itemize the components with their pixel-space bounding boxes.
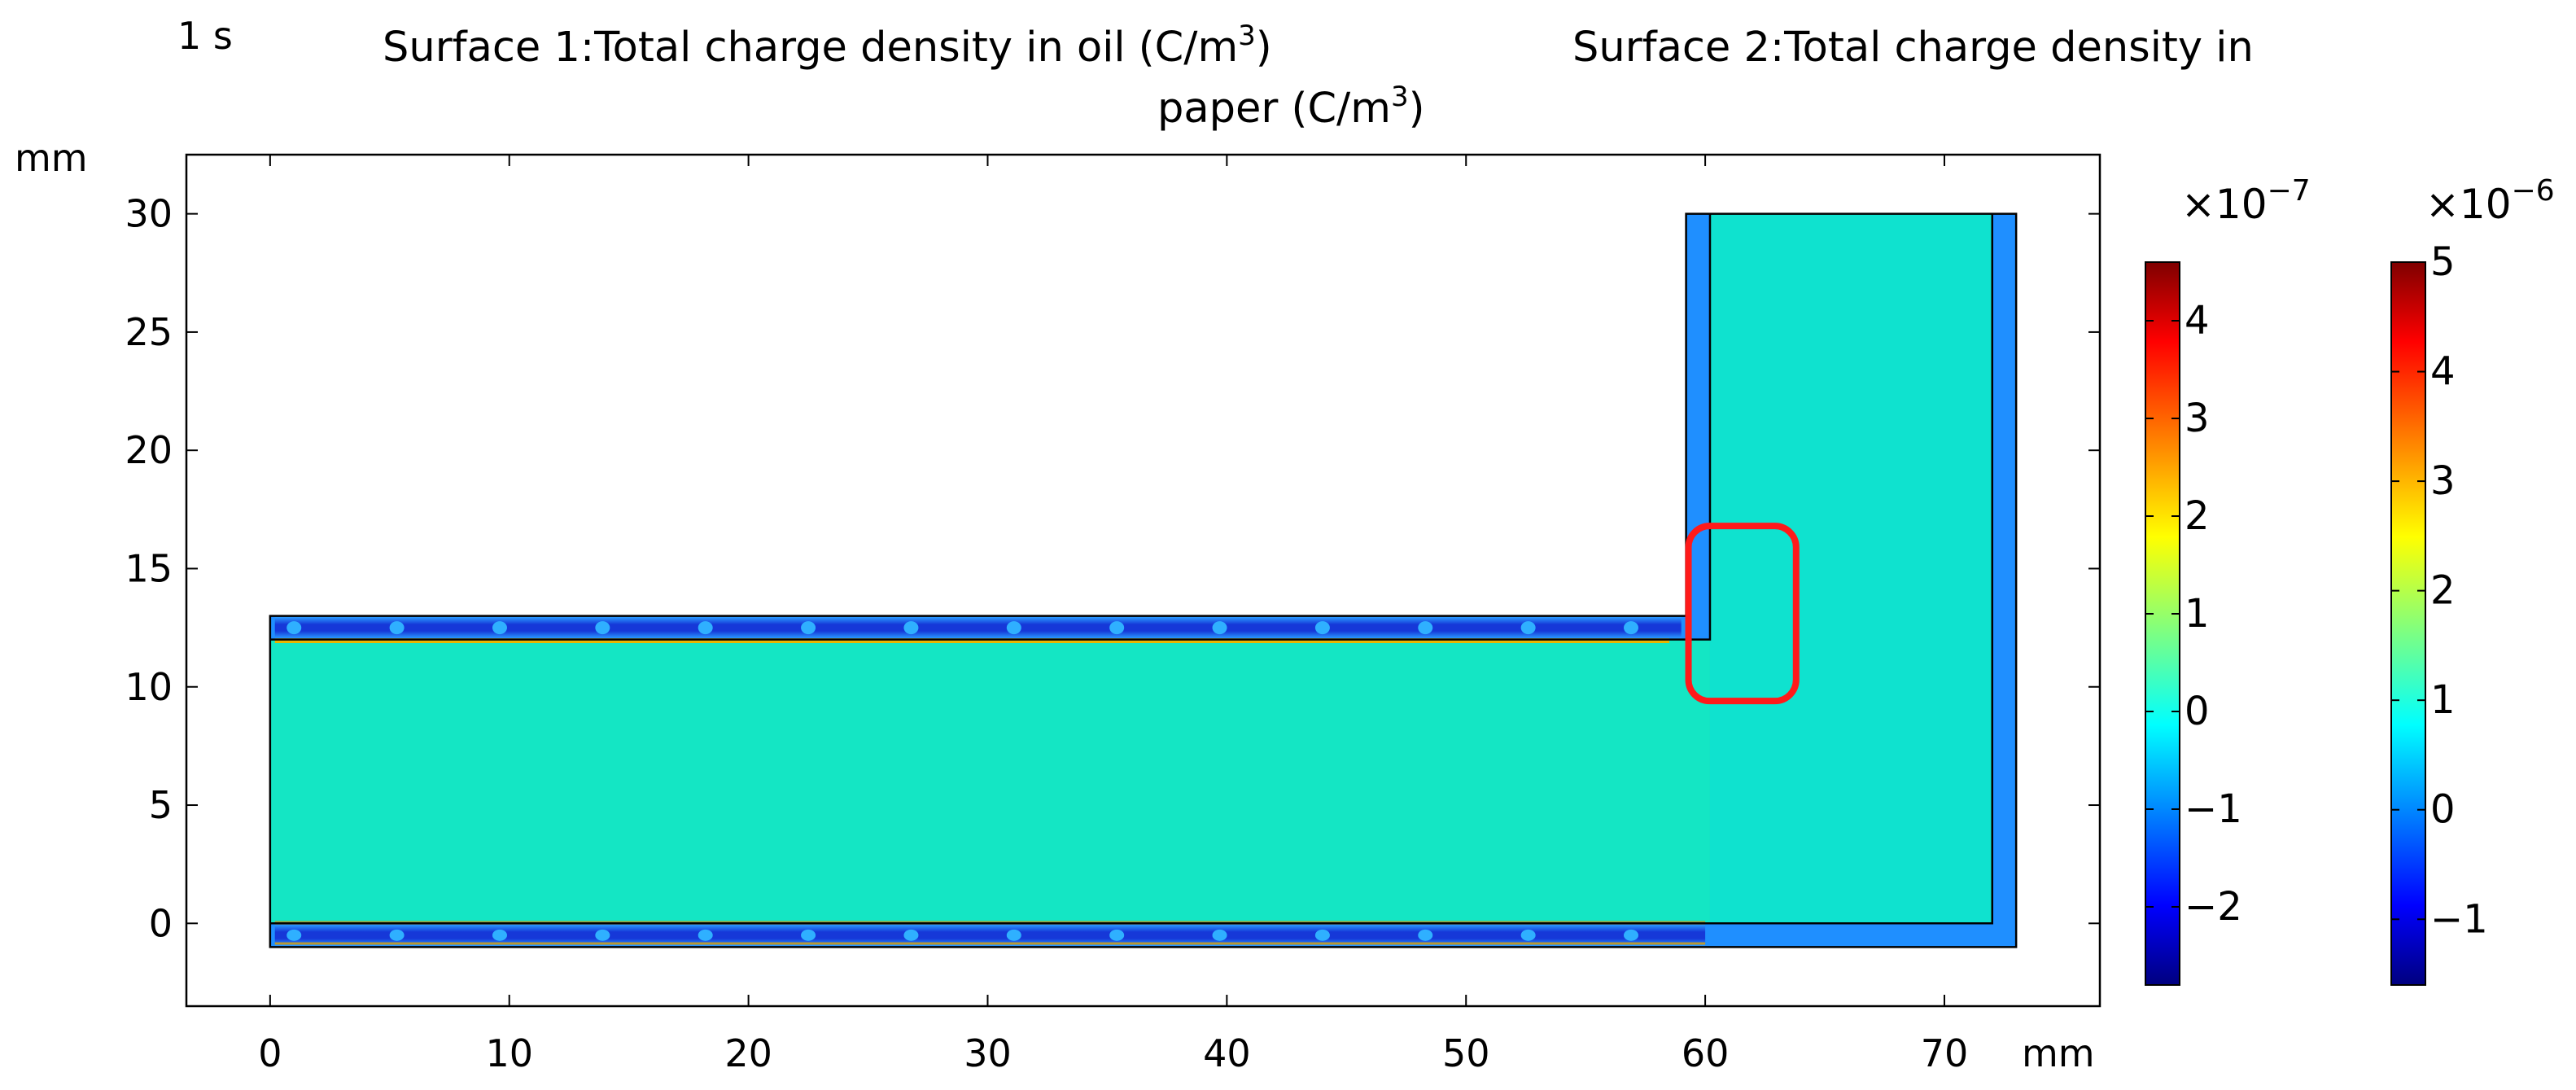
oil-region-vertical — [1709, 213, 1992, 924]
paper-inner-boundary — [269, 213, 1994, 925]
colorbar-tick-label: −2 — [2185, 884, 2242, 930]
domain-outline — [269, 212, 2018, 948]
stripe-bead — [801, 621, 816, 635]
x-tick-label: 20 — [724, 1031, 772, 1075]
y-tick-label: 5 — [149, 783, 173, 827]
colorbar-tick-label: −1 — [2430, 896, 2488, 942]
colorbar-multiplier-base: ×10 — [2425, 181, 2512, 228]
stripe-bead — [903, 929, 919, 941]
colorbar-multiplier-base: ×10 — [2181, 181, 2268, 228]
time-label: 1 s — [177, 14, 233, 58]
colorbar-tick-label: 0 — [2430, 787, 2456, 833]
colorbar-multiplier: ×10−7 — [2181, 174, 2311, 228]
colorbar-tick-label: 0 — [2185, 689, 2210, 734]
stripe-bead — [1520, 621, 1536, 635]
y-tick-label: 15 — [125, 546, 173, 590]
colorbar-tick-label: 4 — [2430, 349, 2456, 395]
y-tick-label: 30 — [125, 192, 173, 236]
stripe-bead — [801, 929, 816, 941]
stripe-bead — [903, 621, 919, 635]
oil-region-horizontal — [269, 639, 1710, 924]
x-tick-label: 30 — [964, 1031, 1012, 1075]
colorbar-tick-label: 3 — [2185, 396, 2210, 441]
axis-ticks: 0 10 20 30 40 50 60 70 0 5 10 15 20 25 30 — [125, 155, 2100, 1075]
highlight-box — [1685, 523, 1800, 705]
y-tick-label: 10 — [125, 665, 173, 709]
colorbar-tick-label: 3 — [2430, 458, 2456, 504]
stripe-bead — [595, 621, 610, 635]
title-surface-1-text: Surface 1:Total charge density in oil (C… — [383, 24, 1238, 72]
colorbar-tick-label: 2 — [2185, 493, 2210, 539]
x-tick-label: 40 — [1203, 1031, 1251, 1075]
stripe-bead — [1418, 621, 1433, 635]
stripe-bead — [1006, 621, 1021, 635]
title-line-2-close: ) — [1409, 85, 1425, 133]
stripe-bead — [492, 621, 507, 635]
stripe-bead — [1212, 621, 1227, 635]
colorbar-tick-label: 5 — [2430, 239, 2456, 285]
stripe-bead — [1109, 929, 1125, 941]
stripe-bead — [1418, 929, 1433, 941]
x-tick-label: 70 — [1921, 1031, 1969, 1075]
stripe-bead — [698, 929, 713, 941]
title-line-2-sup: 3 — [1391, 81, 1409, 113]
stripe-bead — [595, 929, 610, 941]
inner-boundary — [269, 213, 1712, 641]
colorbar-tick-label: 1 — [2185, 591, 2210, 637]
colorbar-1 — [2145, 261, 2180, 986]
stripe-bead — [389, 929, 405, 941]
colorbar-tick-label: 2 — [2430, 568, 2456, 614]
colorbar-multiplier-exp: −6 — [2512, 174, 2555, 208]
x-tick-label: 0 — [258, 1031, 282, 1075]
title-line-2-text: paper (C/m — [1157, 85, 1391, 133]
stripe-bead — [286, 929, 302, 941]
stripe-bead — [492, 929, 507, 941]
stripe-bead — [1624, 621, 1639, 635]
colorbar-tick-label: 4 — [2185, 298, 2210, 344]
y-tick-label: 0 — [149, 901, 173, 945]
stripe-bead — [1109, 621, 1125, 635]
stripe-bead — [286, 621, 302, 635]
y-tick-label: 25 — [125, 310, 173, 354]
stripe-bead — [1314, 621, 1330, 635]
colorbar-tick-label: −1 — [2185, 786, 2242, 832]
title-line-2: paper (C/m3) — [1157, 81, 1424, 133]
title-surface-1: Surface 1:Total charge density in oil (C… — [383, 20, 1272, 72]
title-surface-2: Surface 2:Total charge density in — [1572, 24, 2254, 72]
stripe-bead — [698, 621, 713, 635]
stripe-bead — [1314, 929, 1330, 941]
x-tick-label: 10 — [485, 1031, 533, 1075]
upper-stripe — [274, 617, 1682, 639]
colorbar-multiplier-exp: −7 — [2268, 174, 2311, 208]
stripe-bead — [1624, 929, 1639, 941]
title-surface-1-sup: 3 — [1238, 20, 1256, 52]
colorbar-tick-label: 1 — [2430, 677, 2456, 723]
y-tick-label: 20 — [125, 428, 173, 472]
x-axis-unit: mm — [2022, 1031, 2095, 1075]
stripe-bead — [1006, 929, 1021, 941]
title-surface-1-close: ) — [1256, 24, 1272, 72]
colorbar-2 — [2390, 261, 2426, 986]
plot-frame — [185, 153, 2101, 1008]
stripe-bead — [389, 621, 405, 635]
x-tick-label: 50 — [1442, 1031, 1490, 1075]
stripe-bead — [1520, 929, 1536, 941]
upper-interface-line — [274, 638, 1670, 643]
y-axis-unit: mm — [15, 136, 88, 180]
stripe-bead — [1212, 929, 1227, 941]
plot-area — [269, 212, 2018, 948]
x-tick-label: 60 — [1682, 1031, 1730, 1075]
lower-outer-line — [274, 942, 1706, 945]
colorbar-multiplier: ×10−6 — [2425, 174, 2555, 228]
